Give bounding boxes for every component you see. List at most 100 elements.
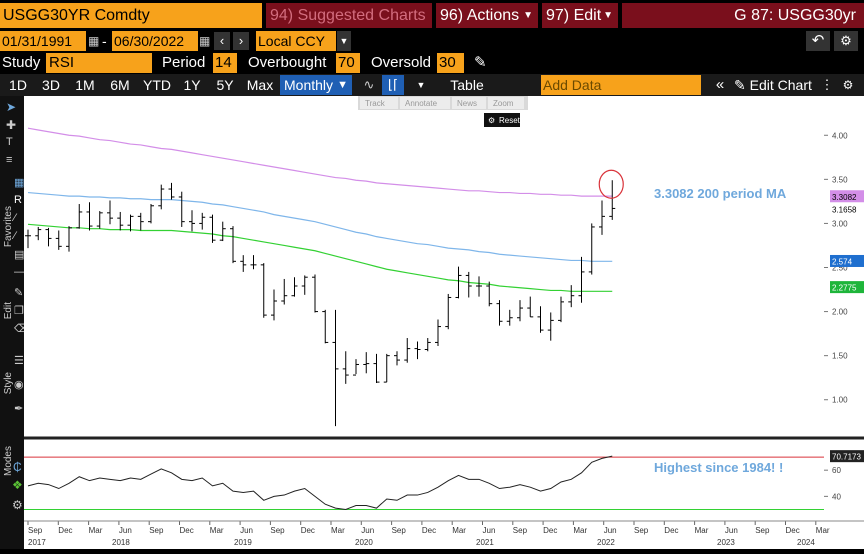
ma-long-tag-bg [830,190,864,203]
fib-tool-icon[interactable]: ≡ [6,154,13,166]
crosshair-icon[interactable]: ✚ [6,118,17,132]
tool-annotate-button[interactable] [400,97,450,109]
range-button-ytd[interactable]: YTD [140,75,174,95]
collapse-panel-button[interactable]: « [710,75,730,95]
regression-icon[interactable]: R [14,194,22,206]
range-button-1d[interactable]: 1D [4,75,32,95]
prev-period-button[interactable]: ‹ [214,32,230,50]
x-tick-label: Dec [664,526,678,535]
draw-icon[interactable]: ✎ [14,287,24,299]
x-tick-label: Jun [604,526,617,535]
range-button-6m[interactable]: 6M [104,75,136,95]
chart-settings-button[interactable]: ⚙ [838,75,858,95]
overbought-field[interactable]: 70 [336,53,360,73]
fav-icon-1[interactable]: ▦ [14,177,25,189]
actions-button[interactable]: 96) Actions ▼ [436,3,538,28]
channel-icon[interactable]: ▤ [14,249,25,261]
frequency-select[interactable]: Monthly ▼ [280,75,352,95]
chart-area[interactable]: 1.00 1.50 2.00 2.50 3.00 3.50 4.00 40 60 3.3082 2… [24,96,864,549]
x-year-label: 2024 [797,538,815,547]
mode-icon-1[interactable]: ₵ [13,460,22,474]
wrench-icon: ✎ [734,77,746,93]
ray-icon[interactable]: ∕ [14,230,16,242]
range-button-1m[interactable]: 1M [70,75,100,95]
copy-icon[interactable]: ❐ [14,305,24,317]
study-select[interactable]: RSI [46,53,152,73]
ma-long-line [27,127,613,197]
currency-dropdown-icon[interactable]: ▼ [337,31,351,51]
edit-button[interactable]: 97) Edit ▼ [542,3,618,28]
rsi-last-tag-bg [830,450,864,463]
oversold-value-text: 30 [439,54,456,71]
edit-chart-button[interactable]: ✎ Edit Chart [734,75,816,95]
chart-type-dropdown-icon[interactable]: ▼ [416,80,426,90]
range-label: 1M [75,77,95,93]
cursor-icon[interactable]: ➤ [6,100,17,114]
double-chevron-left-icon: « [715,76,725,93]
tool-track-label: Track [365,99,386,108]
x-tick-label: Jun [483,526,496,535]
x-tick-label: Mar [452,526,466,535]
x-tick-label: Sep [755,526,770,535]
line-chart-button[interactable]: ∿ [358,75,380,95]
oversold-field[interactable]: 30 [437,53,464,73]
mode-settings-icon[interactable]: ⚙ [12,498,23,512]
reset-button[interactable] [484,113,520,127]
range-label: 5Y [216,77,234,93]
tool-track-button[interactable] [360,97,398,109]
bar-chart-button[interactable]: ⌊⌈ [382,75,404,95]
ma-long-tag: 3.3082 [832,193,857,202]
undo-button[interactable]: ↶ [806,31,830,51]
x-tick-label: Jun [240,526,253,535]
more-options-button[interactable]: ⋮ [818,75,836,95]
mode-icon-2[interactable]: ❖ [12,478,23,492]
y-tick-label: 4.00 [832,131,848,140]
range-button-1y[interactable]: 1Y [178,75,206,95]
suggested-charts-button[interactable]: 94) Suggested Charts [266,3,432,28]
x-tick-label: Dec [422,526,436,535]
table-button[interactable]: Table [436,75,498,95]
range-label: 6M [110,77,130,93]
study-bar: Study RSI Period 14 Overbought 70 Overso… [0,52,864,74]
hline-icon[interactable]: — [14,266,25,278]
x-year-label: 2022 [597,538,615,547]
study-label: Study [2,52,42,74]
rsi-y-tick-label: 40 [832,492,841,501]
undo-icon: ↶ [811,32,825,49]
next-period-button[interactable]: › [233,32,249,50]
x-tick-label: Mar [816,526,830,535]
start-date-field[interactable]: 01/31/1991 [0,31,86,51]
currency-select[interactable]: Local CCY [256,31,336,51]
range-button-5y[interactable]: 5Y [210,75,240,95]
line-style-icon[interactable]: ☰ [14,355,24,367]
ma-short-tag-bg [830,281,864,294]
trendline-icon[interactable]: ⁄ [14,212,16,224]
ma-short-line [27,223,613,292]
date-bar: 01/31/1991 ▦ - 06/30/2022 ▦ ‹ › Local CC… [0,30,864,52]
end-date-field[interactable]: 06/30/2022 [112,31,198,51]
period-field[interactable]: 14 [213,53,237,73]
tool-zoom-button[interactable] [488,97,524,109]
x-tick-label: Mar [210,526,224,535]
oversold-label: Oversold [371,52,435,74]
start-calendar-icon[interactable]: ▦ [88,34,100,48]
x-tick-label: Dec [58,526,72,535]
table-label: Table [450,77,484,93]
add-data-input[interactable]: Add Data [541,75,701,95]
end-calendar-icon[interactable]: ▦ [199,34,211,48]
title-bar: USGG30YR Comdty 94) Suggested Charts 96)… [0,0,864,30]
chevron-left-icon: ‹ [219,33,225,48]
reset-label: Reset [499,116,521,125]
brush-icon[interactable]: ✒ [14,403,24,415]
x-year-label: 2021 [476,538,494,547]
range-button-3d[interactable]: 3D [36,75,66,95]
settings-button[interactable]: ⚙ [834,31,858,51]
tool-news-button[interactable] [452,97,486,109]
text-tool-icon[interactable]: T [6,136,13,148]
rsi-line [27,455,613,510]
security-field[interactable]: USGG30YR Comdty [0,3,262,28]
range-button-max[interactable]: Max [244,75,276,95]
pencil-icon[interactable]: ✎ [474,54,487,71]
edit-chart-label: Edit Chart [749,77,812,93]
color-icon[interactable]: ◉ [14,379,24,391]
